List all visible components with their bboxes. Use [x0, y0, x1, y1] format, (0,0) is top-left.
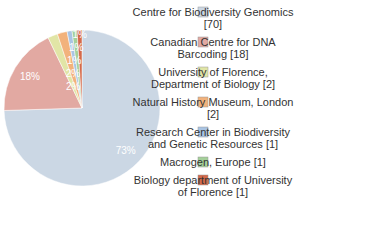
svg-text:2%: 2% — [66, 68, 81, 79]
svg-text:Natural History Museum, London: Natural History Museum, London[2] — [133, 96, 294, 120]
svg-text:1%: 1% — [67, 55, 82, 66]
svg-text:Biology department of Universi: Biology department of Universityof Flore… — [134, 174, 293, 198]
svg-text:2%: 2% — [66, 81, 81, 92]
svg-text:73%: 73% — [116, 145, 136, 156]
svg-text:Canadian Centre for DNABarcodi: Canadian Centre for DNABarcoding [18] — [150, 36, 276, 60]
svg-text:1%: 1% — [69, 42, 84, 53]
svg-text:1%: 1% — [72, 29, 87, 40]
svg-text:Macrogen, Europe [1]: Macrogen, Europe [1] — [160, 156, 266, 168]
svg-text:18%: 18% — [20, 71, 40, 82]
svg-text:University of Florence,Departm: University of Florence,Department of Bio… — [151, 66, 275, 90]
svg-text:Research Center in Biodiversit: Research Center in Biodiversityand Genet… — [136, 126, 291, 150]
svg-text:Centre for Biodiversity Genomi: Centre for Biodiversity Genomics[70] — [133, 6, 294, 30]
